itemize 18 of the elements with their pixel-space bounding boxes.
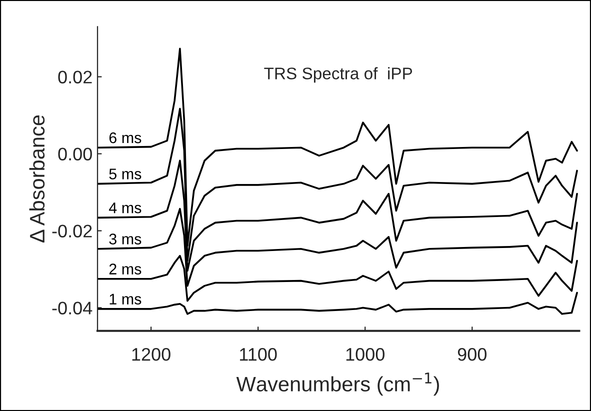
y-tick-label: -0.04 (52, 302, 92, 314)
series-label: 6 ms (109, 132, 142, 144)
text: TRS Spectra of iPP (264, 67, 412, 83)
x-tick-label: 1200 (132, 348, 170, 361)
x-axis-title: Wavenumbers (cm$^{−1}$) (236, 372, 439, 396)
series-label: 3 ms (109, 234, 142, 244)
series-label: 4 ms (108, 202, 142, 214)
x-tick-label: 1000 (346, 348, 384, 361)
y-tick-label: -0.02 (52, 224, 92, 238)
series-label: 1 ms (110, 294, 142, 304)
line-series (98, 292, 578, 315)
y-tick-label: 0.00 (58, 148, 92, 160)
y-tick-label: 0.02 (58, 70, 92, 84)
x-tick-label: 1100 (240, 348, 277, 361)
series-label: 5 ms (109, 168, 142, 180)
y-axis-title: Δ Absorbance (29, 115, 45, 242)
x-tick-label: 900 (458, 348, 486, 361)
series-label: 2 ms (109, 264, 142, 274)
